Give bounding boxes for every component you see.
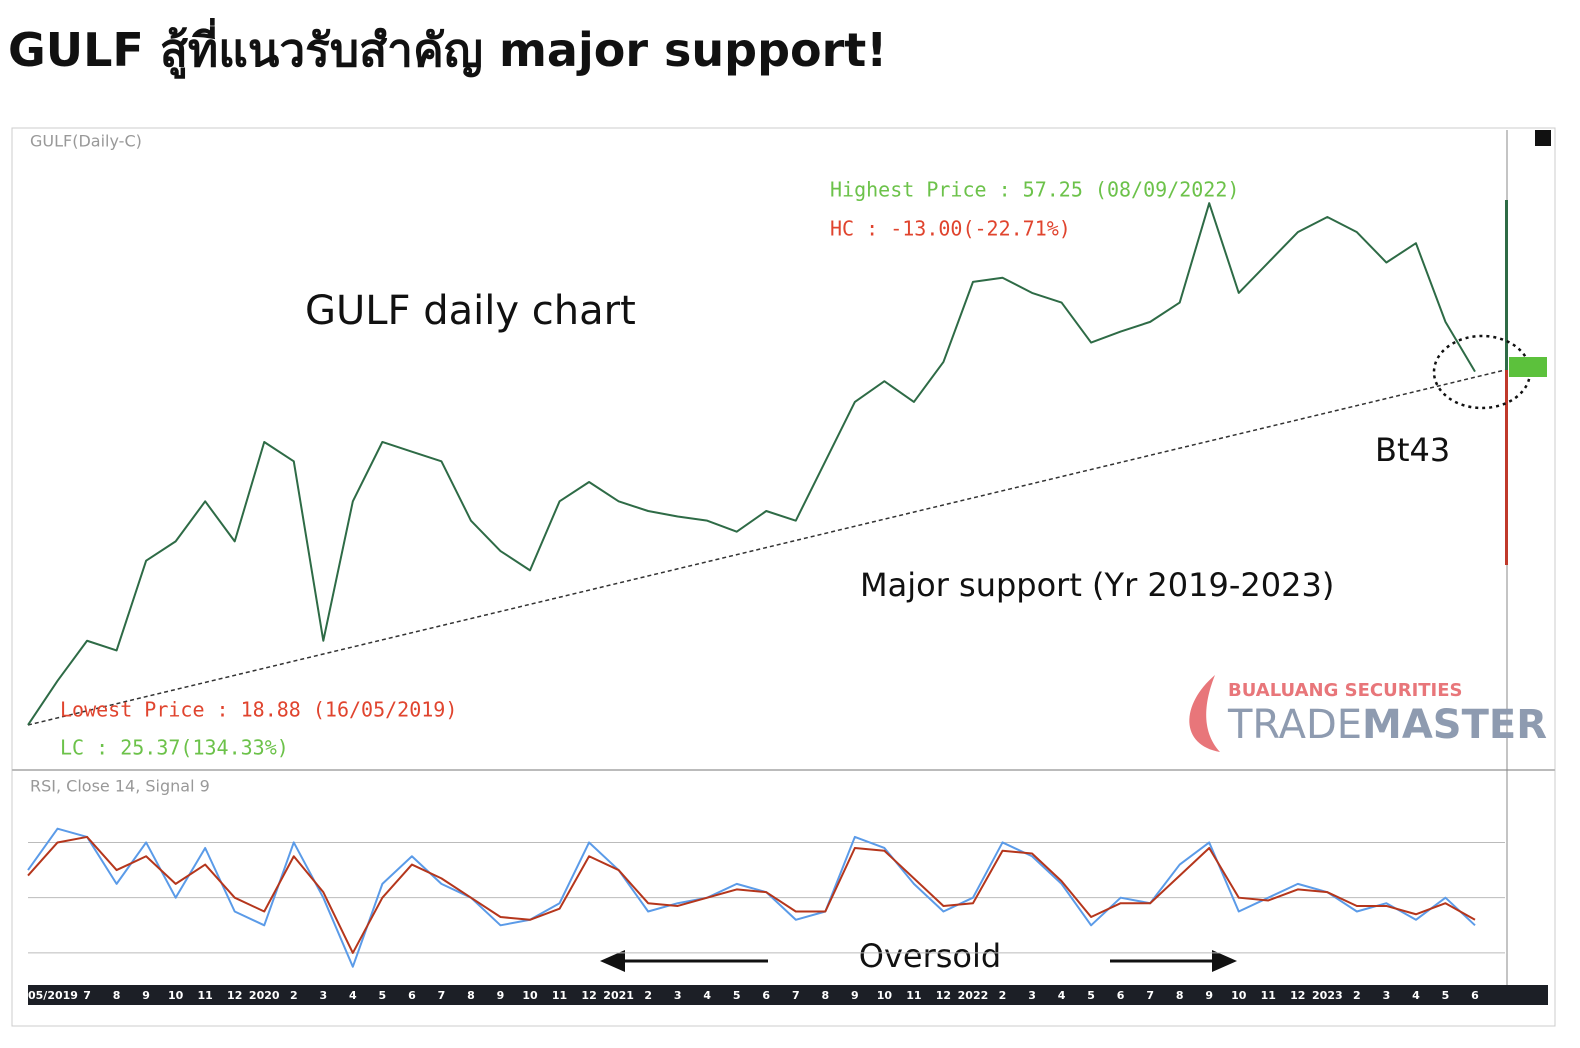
x-tick-label: 3 — [319, 989, 327, 1002]
x-tick-label: 2021 — [603, 989, 634, 1002]
logo-part: MASTER — [1362, 702, 1547, 748]
x-tick-label: 6 — [762, 989, 770, 1002]
close-button[interactable] — [1535, 130, 1551, 146]
x-tick-label: 6 — [1471, 989, 1479, 1002]
annotation: Bt43 — [1375, 431, 1450, 469]
annotation: LC : 25.37(134.33%) — [60, 736, 289, 760]
headline: GULF สู้ที่แนวรับสำคัญ major support! — [8, 23, 888, 77]
support-line — [27, 369, 1506, 726]
x-axis-bar — [28, 985, 1548, 1005]
x-tick-label: 11 — [1261, 989, 1276, 1002]
x-tick-label: 8 — [821, 989, 829, 1002]
x-tick-label: 7 — [1146, 989, 1154, 1002]
x-tick-label: 7 — [83, 989, 91, 1002]
x-tick-label: 3 — [674, 989, 682, 1002]
x-tick-label: 8 — [467, 989, 475, 1002]
x-tick-label: 10 — [1231, 989, 1247, 1002]
x-tick-label: 2 — [1353, 989, 1361, 1002]
x-tick-label: 8 — [1176, 989, 1184, 1002]
x-tick-label: 2 — [644, 989, 652, 1002]
frame — [11, 127, 1556, 1027]
x-tick-label: 5 — [1442, 989, 1450, 1002]
x-tick-label: 5 — [733, 989, 741, 1002]
arrowhead — [1212, 950, 1237, 972]
x-tick-label: 7 — [792, 989, 800, 1002]
volume-bar — [1505, 200, 1508, 370]
panel-label: GULF(Daily-C) — [30, 132, 142, 151]
x-tick-label: 9 — [851, 989, 859, 1002]
x-tick-label: 11 — [906, 989, 921, 1002]
logo-text: TRADEMASTER — [1227, 702, 1547, 748]
x-tick-label: 10 — [522, 989, 538, 1002]
volume-bar — [1505, 370, 1508, 565]
logo-part: TRADE — [1227, 702, 1362, 748]
x-tick-label: 2 — [999, 989, 1007, 1002]
annotation: Major support (Yr 2019-2023) — [860, 566, 1334, 604]
panel-label: RSI, Close 14, Signal 9 — [30, 777, 210, 796]
x-tick-label: 6 — [408, 989, 416, 1002]
x-tick-label: 5 — [379, 989, 387, 1002]
x-tick-label: 2023 — [1312, 989, 1343, 1002]
x-tick-label: 8 — [113, 989, 121, 1002]
logo-flame — [1189, 675, 1220, 752]
annotation: GULF daily chart — [305, 288, 636, 334]
x-tick-label: 4 — [1412, 989, 1420, 1002]
arrowhead — [600, 950, 625, 972]
x-tick-label: 12 — [1290, 989, 1305, 1002]
x-tick-label: 10 — [877, 989, 893, 1002]
x-tick-label: 2 — [290, 989, 298, 1002]
x-tick-label: 4 — [703, 989, 711, 1002]
logo-text: BUALUANG SECURITIES — [1228, 680, 1463, 701]
price-tag — [1509, 357, 1547, 377]
x-tick-label: 7 — [438, 989, 446, 1002]
x-tick-label: 12 — [936, 989, 951, 1002]
x-tick-label: 9 — [142, 989, 150, 1002]
annotation: Highest Price : 57.25 (08/09/2022) — [830, 178, 1239, 202]
x-tick-label: 9 — [497, 989, 505, 1002]
annotation: Oversold — [859, 937, 1001, 975]
x-tick-label: 11 — [198, 989, 213, 1002]
series-line — [27, 827, 1476, 968]
x-tick-label: 4 — [349, 989, 357, 1002]
x-tick-label: 4 — [1058, 989, 1066, 1002]
x-tick-label: 12 — [581, 989, 596, 1002]
x-tick-label: 10 — [168, 989, 184, 1002]
series-line — [27, 202, 1476, 726]
series-line — [27, 835, 1476, 954]
x-tick-label: 11 — [552, 989, 567, 1002]
x-tick-label: 2020 — [249, 989, 280, 1002]
annotation: HC : -13.00(-22.71%) — [830, 217, 1071, 241]
x-tick-label: 12 — [227, 989, 242, 1002]
x-tick-label: 05/2019 — [28, 989, 78, 1002]
x-tick-label: 3 — [1383, 989, 1391, 1002]
annotation: Lowest Price : 18.88 (16/05/2019) — [60, 698, 457, 722]
x-tick-label: 6 — [1117, 989, 1125, 1002]
x-tick-label: 3 — [1028, 989, 1036, 1002]
x-tick-label: 2022 — [958, 989, 989, 1002]
x-tick-label: 5 — [1087, 989, 1095, 1002]
x-tick-label: 9 — [1205, 989, 1213, 1002]
